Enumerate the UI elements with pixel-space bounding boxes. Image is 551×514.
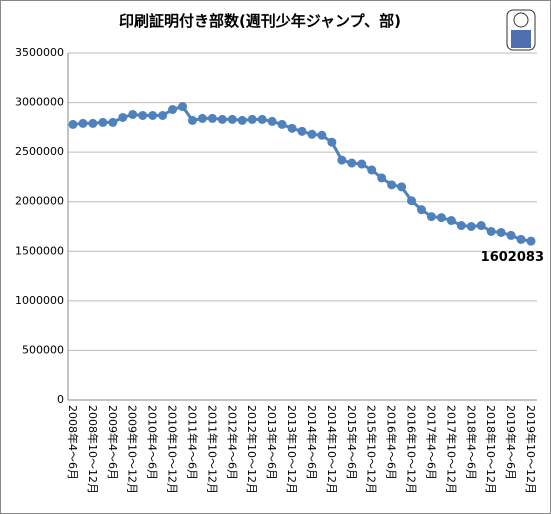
marker: [277, 119, 287, 129]
marker: [446, 216, 456, 226]
marker: [237, 115, 247, 125]
x-tick-label: 2011年4～6月: [185, 405, 199, 480]
marker: [118, 112, 128, 122]
x-tick-label: 2010年4～6月: [146, 405, 160, 480]
x-tick-label: 2013年4～6月: [265, 405, 279, 480]
marker: [506, 230, 516, 240]
marker: [377, 173, 387, 183]
marker: [148, 110, 158, 120]
marker: [287, 123, 297, 133]
y-tick-label: 3000000: [15, 96, 64, 109]
marker: [168, 105, 178, 115]
marker: [247, 114, 257, 124]
x-tick-label: 2017年10～12月: [444, 405, 458, 494]
marker: [456, 221, 466, 231]
x-tick-label: 2014年10～12月: [325, 405, 339, 494]
y-tick-label: 1000000: [15, 294, 64, 307]
x-tick-label: 2015年10～12月: [365, 405, 379, 494]
marker: [227, 114, 237, 124]
marker: [197, 113, 207, 123]
marker: [407, 196, 417, 206]
marker: [187, 115, 197, 125]
x-tick-label: 2013年10～12月: [285, 405, 299, 494]
x-tick-label: 2016年4～6月: [385, 405, 399, 480]
x-tick-label: 2008年4～6月: [66, 405, 80, 480]
marker: [317, 130, 327, 140]
marker: [178, 102, 188, 112]
marker: [217, 114, 227, 124]
marker: [347, 158, 357, 168]
marker: [526, 236, 536, 246]
marker: [397, 182, 407, 192]
x-tick-label: 2009年4～6月: [106, 405, 120, 480]
marker: [158, 110, 168, 120]
marker: [516, 234, 526, 244]
y-tick-label: 2500000: [15, 145, 64, 158]
marker: [426, 212, 436, 222]
marker: [357, 159, 367, 169]
marker: [337, 155, 347, 165]
marker: [128, 109, 138, 119]
marker: [436, 213, 446, 223]
marker: [88, 118, 98, 128]
marker: [367, 165, 377, 175]
mascot-icon: [506, 9, 536, 51]
marker: [68, 119, 78, 129]
marker: [98, 117, 108, 127]
x-tick-label: 2015年4～6月: [345, 405, 359, 480]
marker: [108, 117, 118, 127]
y-tick-label: 2000000: [15, 195, 64, 208]
x-tick-label: 2011年10～12月: [205, 405, 219, 494]
marker: [138, 110, 148, 120]
chart-title: 印刷証明付き部数(週刊少年ジャンプ、部): [119, 12, 401, 30]
y-tick-label: 500000: [22, 343, 64, 356]
x-tick-label: 2016年10～12月: [405, 405, 419, 494]
marker: [267, 116, 277, 126]
x-tick-label: 2018年10～12月: [484, 405, 498, 494]
marker: [307, 129, 317, 139]
x-tick-label: 2012年10～12月: [245, 405, 259, 494]
x-tick-label: 2019年4～6月: [504, 405, 518, 480]
x-tick-label: 2014年4～6月: [305, 405, 319, 480]
x-tick-label: 2017年4～6月: [424, 405, 438, 480]
y-tick-label: 0: [57, 393, 64, 406]
data-label: 1602083: [481, 250, 544, 265]
x-tick-label: 2008年10～12月: [86, 405, 100, 494]
x-tick-label: 2019年10～12月: [524, 405, 538, 494]
marker: [387, 180, 397, 190]
marker: [496, 227, 506, 237]
x-tick-label: 2009年10～12月: [126, 405, 140, 494]
marker: [78, 118, 88, 128]
x-tick-label: 2012年4～6月: [225, 405, 239, 480]
marker: [207, 113, 217, 123]
marker: [486, 226, 496, 236]
x-tick-label: 2018年4～6月: [464, 405, 478, 480]
y-tick-label: 3500000: [15, 46, 64, 59]
marker: [416, 205, 426, 215]
marker: [466, 222, 476, 231]
y-tick-label: 1500000: [15, 244, 64, 257]
marker: [476, 221, 486, 231]
marker: [297, 126, 307, 136]
x-tick-label: 2010年10～12月: [166, 405, 180, 494]
marker: [257, 114, 267, 124]
marker: [327, 137, 337, 147]
